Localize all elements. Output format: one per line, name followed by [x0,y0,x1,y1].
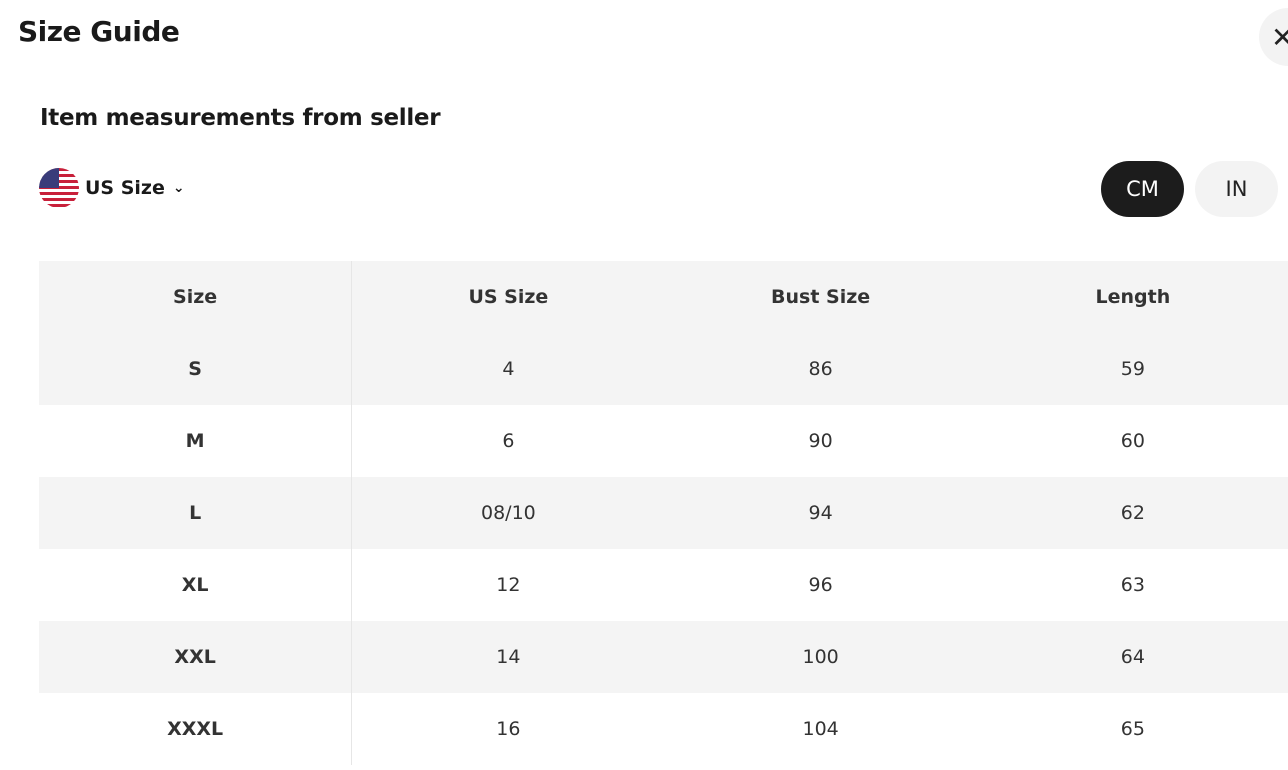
table-header-row: Size US Size Bust Size Length [39,261,1288,333]
table-row: L 08/10 94 62 [39,477,1288,549]
chevron-down-icon: ⌄ [172,180,185,196]
table-row: XL 12 96 63 [39,549,1288,621]
table-cell: 94 [808,502,833,524]
unit-cm-button[interactable]: CM [1101,161,1184,217]
column-header: Bust Size [771,286,871,308]
table-cell: 08/10 [480,502,536,524]
table-cell: 59 [1120,358,1145,380]
table-row: M 6 90 60 [39,405,1288,477]
table-cell: XXXL [39,693,353,765]
table-row: XXL 14 100 64 [39,621,1288,693]
table-cell: 90 [808,430,833,452]
table-cell: 12 [496,574,521,596]
size-system-label: US Size [85,177,165,199]
table-cell: 86 [808,358,833,380]
table-cell: 96 [808,574,833,596]
table-cell: 14 [496,646,521,668]
column-header: Length [1095,286,1171,308]
table-cell: M [39,405,353,477]
table-cell: 4 [502,358,515,380]
section-title: Item measurements from seller [40,105,441,131]
page-title: Size Guide [18,15,180,48]
size-system-dropdown[interactable]: US Size ⌄ [39,168,185,208]
us-flag-icon [39,168,79,208]
column-header: US Size [468,286,549,308]
table-cell: 6 [502,430,515,452]
table-cell: XXL [39,621,353,693]
table-cell: 60 [1120,430,1145,452]
unit-in-button[interactable]: IN [1195,161,1278,217]
table-cell: 65 [1120,718,1145,740]
size-table: Size US Size Bust Size Length S 4 86 59 M 6 90… [39,261,1288,765]
table-cell: 62 [1120,502,1145,524]
table-cell: 104 [802,718,839,740]
table-cell: S [39,333,353,405]
table-row: S 4 86 59 [39,333,1288,405]
table-cell: 64 [1120,646,1145,668]
column-header: Size [39,261,353,333]
table-cell: XL [39,549,353,621]
table-cell: 16 [496,718,521,740]
table-cell: 100 [802,646,839,668]
table-row: XXXL 16 104 65 [39,693,1288,765]
table-cell: 63 [1120,574,1145,596]
table-cell: L [39,477,353,549]
close-button[interactable]: ✕ [1259,8,1288,66]
close-icon: ✕ [1271,20,1288,54]
